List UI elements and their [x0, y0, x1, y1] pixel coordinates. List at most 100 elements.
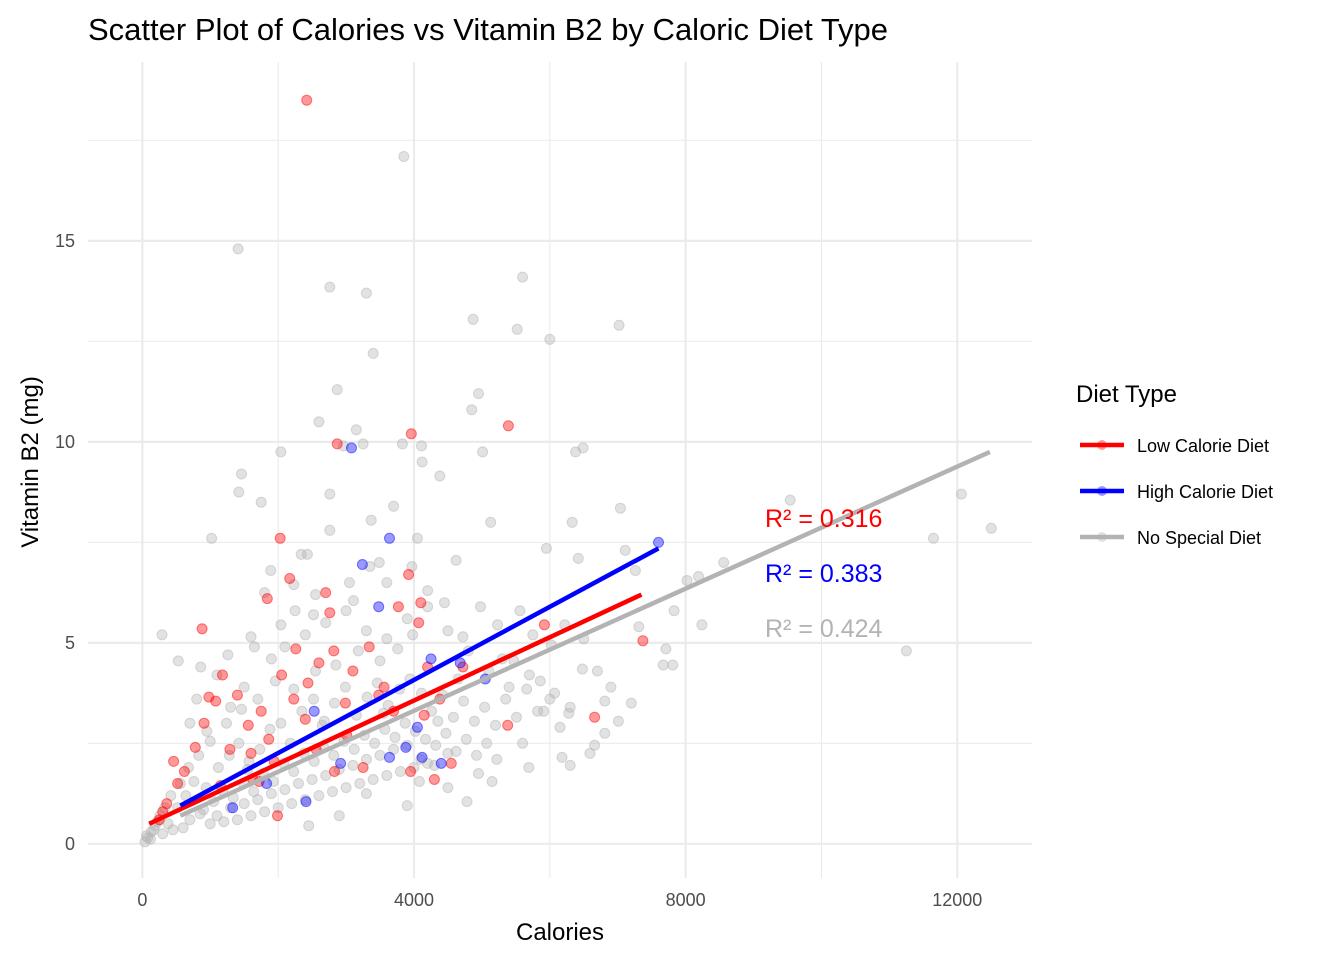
data-point: [415, 597, 427, 609]
data-point: [331, 384, 343, 396]
data-point: [422, 585, 434, 597]
legend-marker: [1097, 532, 1107, 542]
data-point: [232, 243, 244, 255]
data-point: [955, 488, 967, 500]
data-point: [434, 470, 446, 482]
data-point: [450, 745, 462, 757]
data-point: [255, 705, 267, 717]
data-point: [445, 757, 457, 769]
y-axis-title: Vitamin B2 (mg): [17, 376, 44, 548]
data-point: [521, 683, 533, 695]
data-point: [245, 810, 257, 822]
data-point: [172, 778, 184, 789]
fit-lines: [148, 449, 991, 826]
data-point: [217, 669, 228, 681]
data-point: [514, 605, 526, 617]
y-tick-label: 15: [55, 231, 75, 251]
data-point: [928, 532, 939, 544]
data-point: [248, 641, 260, 653]
data-point: [233, 486, 245, 498]
data-point: [384, 751, 395, 763]
data-point: [363, 641, 375, 653]
data-point: [461, 796, 473, 808]
data-point: [681, 575, 693, 586]
data-point: [324, 607, 336, 619]
data-point: [413, 617, 425, 629]
data-point: [564, 759, 576, 771]
y-tick-label: 5: [65, 633, 75, 653]
data-point: [374, 749, 386, 761]
data-point: [502, 420, 514, 432]
data-point: [406, 561, 418, 572]
data-point: [145, 833, 156, 845]
legend-marker: [1097, 440, 1107, 450]
data-point: [411, 532, 423, 544]
data-point: [403, 569, 415, 580]
data-point: [238, 681, 250, 693]
data-point: [328, 749, 340, 761]
r2-labels: R² = 0.316 R² = 0.383 R² = 0.424: [765, 505, 883, 643]
data-point: [288, 683, 300, 695]
data-point: [204, 735, 216, 747]
data-point: [330, 659, 342, 671]
data-point: [354, 778, 366, 789]
data-point: [784, 494, 796, 506]
data-point: [274, 532, 286, 544]
y-axis-ticks: 0 5 10 15: [55, 231, 75, 854]
data-point: [195, 661, 207, 673]
data-point: [381, 577, 393, 589]
data-point: [301, 94, 313, 106]
data-point: [211, 810, 223, 822]
data-point: [477, 446, 489, 458]
data-point: [191, 693, 203, 705]
data-point: [696, 619, 708, 631]
r2-label: R² = 0.383: [765, 560, 882, 588]
data-point: [245, 747, 257, 759]
data-point: [473, 388, 484, 400]
data-point: [381, 633, 393, 645]
chart-title: Scatter Plot of Calories vs Vitamin B2 b…: [88, 12, 888, 47]
data-point: [378, 681, 390, 693]
data-point: [540, 542, 552, 554]
data-point: [633, 621, 645, 633]
data-point: [491, 753, 503, 765]
data-point: [584, 747, 596, 759]
data-point: [360, 287, 372, 299]
data-point: [614, 502, 626, 514]
data-point: [405, 766, 417, 777]
data-point: [629, 565, 641, 576]
data-point: [340, 782, 352, 794]
data-point: [401, 613, 413, 625]
data-point: [293, 778, 304, 789]
data-point: [356, 559, 368, 570]
data-point: [401, 800, 413, 812]
data-point: [350, 424, 362, 436]
data-point: [174, 778, 186, 789]
data-point: [265, 653, 277, 665]
data-point: [233, 737, 245, 749]
legend-label: No Special Diet: [1137, 528, 1261, 548]
data-point: [657, 659, 669, 671]
data-point: [418, 709, 430, 721]
data-point: [411, 721, 423, 733]
data-point: [407, 629, 419, 641]
data-point: [468, 715, 480, 727]
data-point: [201, 725, 213, 737]
data-point: [667, 659, 679, 671]
data-point: [254, 743, 266, 755]
x-tick-label: 12000: [932, 890, 982, 910]
data-point: [625, 697, 637, 709]
data-point: [392, 601, 404, 613]
data-point: [599, 695, 611, 707]
data-point: [388, 500, 400, 512]
data-point: [485, 516, 497, 528]
data-point: [352, 645, 364, 657]
x-tick-label: 8000: [666, 890, 706, 910]
data-point: [184, 717, 196, 729]
data-point: [324, 281, 336, 293]
data-point: [222, 649, 234, 661]
data-point: [373, 557, 385, 568]
data-point: [381, 770, 393, 781]
data-point: [360, 788, 372, 800]
